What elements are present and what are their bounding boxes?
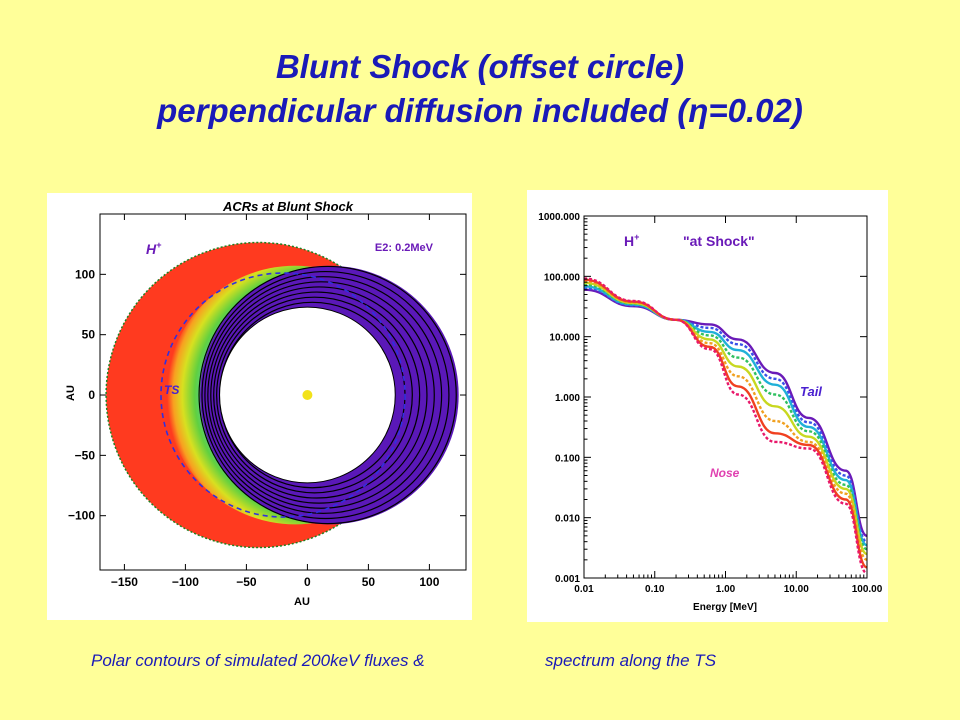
x-axis-label: Energy [MeV] [693,602,757,613]
y-tick-label: 0.100 [555,453,580,464]
contour-ring [198,265,457,525]
plot-area [583,277,868,575]
x-tick-label: 0.10 [645,584,665,595]
ts-label: TS [164,383,179,397]
y-tick-label: 0.001 [555,574,580,585]
polar-contour-svg: ACRs at Blunt Shock −150 −100 −50 0 50 100 −10… [65,199,467,608]
caption-left: Polar contours of simulated 200keV fluxe… [91,651,425,670]
y-tick-label: 1.000 [555,393,580,404]
x-axis-label: AU [294,596,310,608]
contour-ring [210,286,428,504]
y-tick-label: 10.000 [549,333,580,344]
contour-ring [201,270,450,520]
spectrum-series-line [583,281,868,556]
y-tick-label: 100 [75,267,95,281]
y-tick-label: 100.000 [544,272,581,283]
contour-ring [213,291,421,499]
y-tick-label: −100 [68,509,95,523]
spectrum-series-line [583,278,868,569]
x-tick-label: −150 [111,575,138,589]
energy-label: E2: 0.2MeV [375,242,434,254]
x-tick-label: −100 [172,575,199,589]
y-tick-label: −50 [75,448,96,462]
y-tick-label: 50 [82,328,96,342]
x-tick-label: 100 [419,575,439,589]
slide-title-line2: perpendicular diffusion included (η=0.02… [157,92,803,129]
tail-label: Tail [800,384,822,399]
spectrum-series-line [583,288,868,537]
chart-title: ACRs at Blunt Shock [222,199,354,214]
x-tick-label: 0 [304,575,311,589]
nose-label: Nose [710,466,740,480]
sun-marker [302,390,313,401]
axes: 1000.000 100.000 10.000 1.000 0.100 0.010 0.00… [538,212,882,595]
x-tick-label: 50 [362,575,376,589]
spectrum-series-line [583,285,868,547]
polar-contour-chart: ACRs at Blunt Shock −150 −100 −50 0 50 100 −10… [47,193,472,620]
x-tick-label: −50 [236,575,257,589]
y-tick-label: 1000.000 [538,212,580,223]
x-tick-label: 10.00 [784,584,809,595]
spectrum-series-line [583,277,868,575]
spectrum-chart: 1000.000 100.000 10.000 1.000 0.100 0.010 0.00… [527,190,888,622]
contour-ring [216,296,413,494]
x-tick-label: 1.00 [716,584,736,595]
x-tick-label: 0.01 [574,584,594,595]
spectrum-series-line [583,283,868,551]
axes: −150 −100 −50 0 50 100 −100 −50 0 50 100 [68,214,466,589]
spectrum-series-line [583,280,868,561]
y-tick-label: 0 [88,388,95,402]
plot-area [105,241,459,549]
termination-shock-line [160,272,406,518]
caption-right: spectrum along the TS [545,651,717,670]
y-tick-label: 0.010 [555,514,580,525]
species-label-main: H+ [624,232,639,249]
y-axis-label: AU [65,385,77,401]
species-label: H+ [146,240,162,257]
at-shock-label: "at Shock" [683,233,755,249]
plot-frame [583,215,868,579]
slide-title-line1: Blunt Shock (offset circle) [275,48,685,85]
x-tick-label: 100.00 [852,584,883,595]
spectrum-svg: 1000.000 100.000 10.000 1.000 0.100 0.010 0.00… [538,212,882,613]
spectrum-series-line [583,286,868,543]
contour-ring [207,281,435,509]
plot-frame [99,213,467,571]
contour-ring [204,276,443,514]
